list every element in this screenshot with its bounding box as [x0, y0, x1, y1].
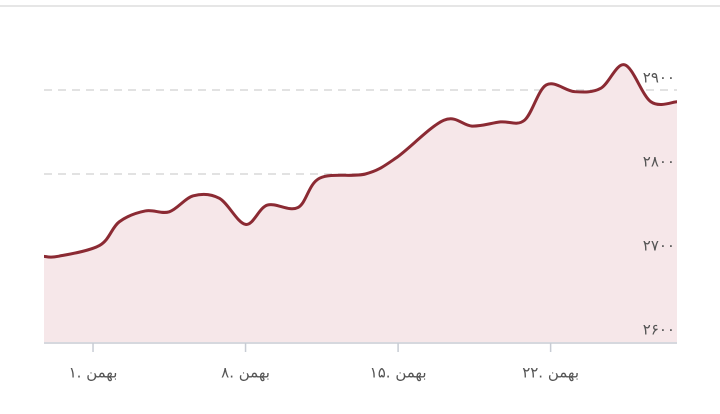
y-tick-label: ۲۸۰۰ [643, 153, 675, 171]
line [43, 63, 678, 259]
x-tick-label: ۲۲. بهمن [522, 364, 579, 382]
y-tick-label: ۲۶۰۰ [643, 321, 675, 339]
x-tick-label: ۱. بهمن [69, 364, 118, 382]
y-tick-label: ۲۹۰۰ [643, 69, 675, 87]
area-fill [44, 64, 677, 342]
y-tick-label: ۲۷۰۰ [643, 237, 675, 255]
x-tick-label: ۱۵. بهمن [370, 364, 427, 382]
x-tick-label: ۸. بهمن [221, 364, 270, 382]
